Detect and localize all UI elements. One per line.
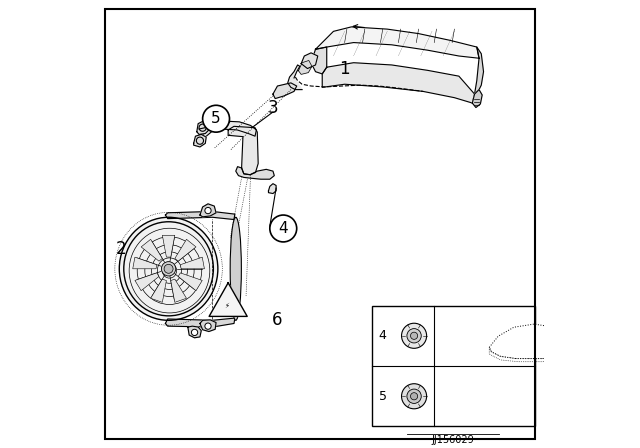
Polygon shape xyxy=(228,126,258,175)
Circle shape xyxy=(205,207,211,214)
Polygon shape xyxy=(269,184,276,194)
Circle shape xyxy=(203,105,230,132)
Polygon shape xyxy=(165,211,235,220)
Polygon shape xyxy=(316,27,479,58)
Text: ⚡: ⚡ xyxy=(225,302,229,309)
Text: 1: 1 xyxy=(339,60,350,78)
Polygon shape xyxy=(150,279,166,302)
Ellipse shape xyxy=(230,217,241,320)
Text: JJ156029: JJ156029 xyxy=(432,435,475,444)
Circle shape xyxy=(205,323,211,329)
Polygon shape xyxy=(132,257,157,269)
Polygon shape xyxy=(178,273,202,291)
Circle shape xyxy=(191,329,198,336)
Text: 4: 4 xyxy=(278,221,288,236)
Text: 2: 2 xyxy=(115,240,126,258)
Polygon shape xyxy=(165,318,235,327)
Polygon shape xyxy=(163,235,175,257)
Polygon shape xyxy=(209,283,247,316)
Polygon shape xyxy=(273,83,297,99)
Polygon shape xyxy=(135,273,159,291)
Polygon shape xyxy=(311,47,327,74)
Polygon shape xyxy=(301,53,317,69)
Circle shape xyxy=(270,215,297,242)
Polygon shape xyxy=(288,65,302,90)
Text: 5: 5 xyxy=(211,111,221,126)
Polygon shape xyxy=(197,121,210,134)
Polygon shape xyxy=(298,60,312,74)
Circle shape xyxy=(161,262,176,276)
Circle shape xyxy=(410,392,418,400)
Polygon shape xyxy=(171,279,186,302)
Text: 5: 5 xyxy=(379,390,387,403)
Circle shape xyxy=(401,383,427,409)
Polygon shape xyxy=(175,239,196,261)
Polygon shape xyxy=(194,134,206,147)
Polygon shape xyxy=(472,90,482,108)
Text: 4: 4 xyxy=(379,329,387,342)
Polygon shape xyxy=(180,257,204,269)
Polygon shape xyxy=(188,326,202,338)
Circle shape xyxy=(410,332,418,340)
Circle shape xyxy=(164,264,173,273)
Polygon shape xyxy=(203,121,257,138)
Polygon shape xyxy=(236,167,275,179)
Polygon shape xyxy=(200,204,216,217)
Text: 3: 3 xyxy=(268,99,278,117)
Polygon shape xyxy=(141,239,163,261)
Polygon shape xyxy=(200,320,216,332)
Polygon shape xyxy=(475,47,484,94)
Polygon shape xyxy=(323,63,475,103)
Polygon shape xyxy=(489,324,570,358)
Circle shape xyxy=(407,389,421,403)
Circle shape xyxy=(407,329,421,343)
Circle shape xyxy=(401,323,427,349)
Text: 6: 6 xyxy=(272,311,283,329)
Ellipse shape xyxy=(119,217,218,320)
Bar xyxy=(371,306,535,426)
